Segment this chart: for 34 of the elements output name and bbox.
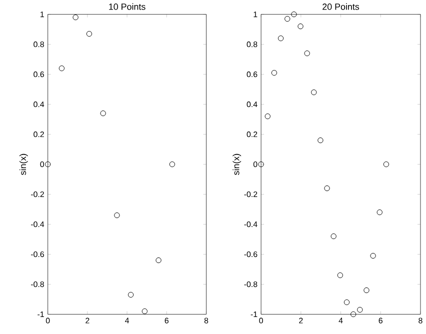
point bbox=[324, 185, 330, 192]
point bbox=[383, 161, 390, 168]
point bbox=[169, 161, 176, 168]
point bbox=[376, 209, 382, 216]
point bbox=[337, 272, 344, 278]
point bbox=[330, 233, 336, 240]
point bbox=[318, 137, 324, 144]
point bbox=[58, 65, 65, 72]
point bbox=[264, 113, 270, 120]
point bbox=[370, 252, 376, 259]
point bbox=[284, 16, 290, 22]
y-axis-title: sin(x) bbox=[19, 154, 28, 175]
point bbox=[271, 70, 278, 76]
y-axis-title: sin(x) bbox=[232, 154, 242, 175]
point bbox=[344, 299, 350, 306]
point bbox=[311, 89, 317, 96]
point bbox=[86, 30, 92, 37]
chart-title: 10 Points bbox=[109, 3, 146, 10]
point bbox=[350, 311, 356, 318]
point bbox=[114, 212, 120, 218]
point bbox=[357, 306, 363, 313]
point bbox=[364, 287, 370, 294]
point bbox=[44, 161, 51, 168]
point bbox=[278, 35, 284, 42]
point bbox=[298, 23, 304, 30]
point bbox=[142, 308, 148, 314]
point bbox=[291, 11, 297, 18]
chart-title: 20 Points bbox=[322, 3, 360, 10]
point bbox=[304, 50, 310, 56]
point bbox=[156, 257, 162, 264]
point bbox=[258, 161, 264, 168]
point bbox=[72, 14, 78, 20]
point bbox=[100, 110, 106, 116]
point bbox=[128, 292, 134, 298]
